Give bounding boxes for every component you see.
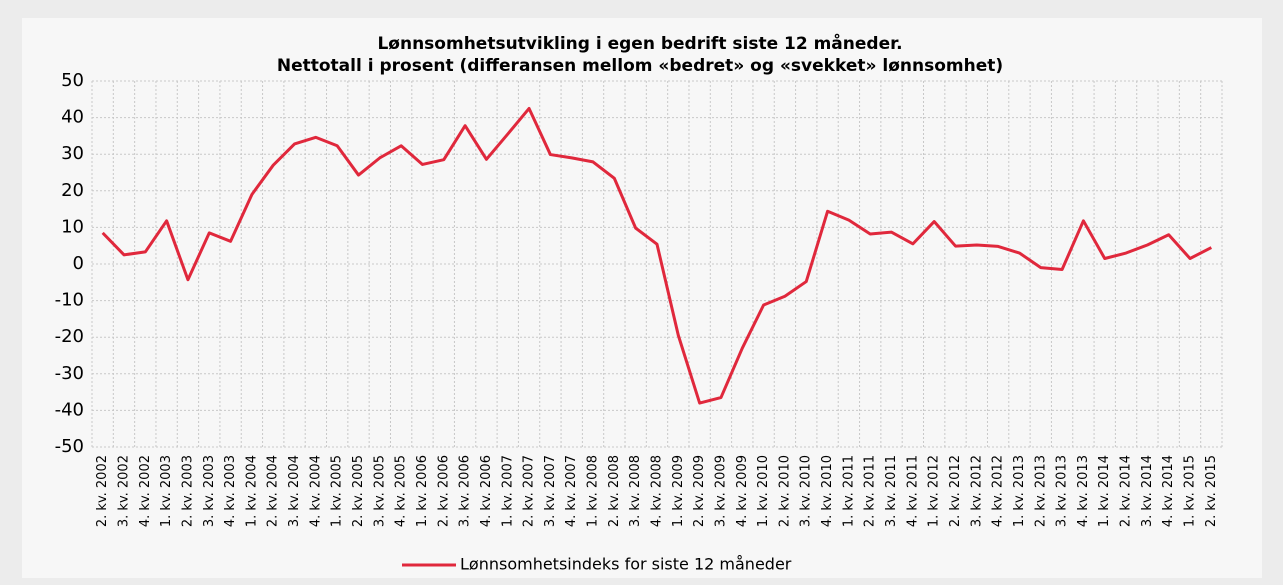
x-tick-label: 1. kv. 2010 — [756, 455, 771, 527]
x-tick-label: 4. kv. 2006 — [479, 455, 494, 527]
legend-label: Lønnsomhetsindeks for siste 12 måneder — [460, 555, 792, 574]
x-tick-label: 2. kv. 2007 — [522, 455, 537, 527]
x-tick-label: 4. kv. 2011 — [905, 455, 920, 527]
x-tick-label: 1. kv. 2007 — [500, 455, 515, 527]
y-tick-label: 40 — [61, 107, 84, 128]
x-tick-label: 1. kv. 2012 — [927, 455, 942, 527]
x-tick-label: 4. kv. 2014 — [1161, 455, 1176, 527]
x-tick-label: 1. kv. 2013 — [1012, 455, 1027, 527]
x-tick-label: 3. kv. 2010 — [799, 455, 814, 527]
x-tick-label: 1. kv. 2015 — [1183, 455, 1198, 527]
x-tick-label: 1. kv. 2014 — [1097, 455, 1112, 527]
chart-title: Lønnsomhetsutvikling i egen bedrift sist… — [377, 32, 902, 54]
y-tick-label: -10 — [55, 290, 84, 311]
y-tick-label: 50 — [61, 70, 84, 91]
x-tick-label: 4. kv. 2007 — [564, 455, 579, 527]
y-tick-label: -50 — [55, 436, 84, 457]
series-line — [101, 106, 1213, 405]
x-tick-label: 2. kv. 2008 — [607, 455, 622, 527]
x-tick-label: 3. kv. 2007 — [543, 455, 558, 527]
x-tick-label: 2. kv. 2013 — [1033, 455, 1048, 527]
x-tick-label: 4. kv. 2013 — [1076, 455, 1091, 527]
x-tick-label: 4. kv. 2012 — [991, 455, 1006, 527]
y-tick-label: 0 — [73, 253, 84, 274]
x-tick-label: 3. kv. 2008 — [628, 455, 643, 527]
x-tick-label: 2. kv. 2009 — [692, 455, 707, 527]
x-tick-label: 2. kv. 2004 — [266, 455, 281, 527]
x-tick-label: 2. kv. 2005 — [351, 455, 366, 527]
x-tick-label: 2. kv. 2012 — [948, 455, 963, 527]
x-tick-label: 2. kv. 2011 — [863, 455, 878, 527]
x-tick-label: 4. kv. 2002 — [138, 455, 153, 527]
x-tick-label: 3. kv. 2006 — [458, 455, 473, 527]
x-tick-label: 1. kv. 2004 — [244, 455, 259, 527]
x-tick-label: 4. kv. 2008 — [650, 455, 665, 527]
y-tick-label: -30 — [55, 363, 84, 384]
y-tick-label: -40 — [55, 399, 84, 420]
x-tick-label: 1. kv. 2008 — [586, 455, 601, 527]
x-tick-label: 3. kv. 2005 — [372, 455, 387, 527]
y-tick-label: -20 — [55, 326, 84, 347]
x-tick-label: 1. kv. 2009 — [671, 455, 686, 527]
x-tick-label: 2. kv. 2002 — [95, 455, 110, 527]
x-tick-label: 4. kv. 2003 — [223, 455, 238, 527]
x-tick-label: 3. kv. 2002 — [116, 455, 131, 527]
x-tick-label: 2. kv. 2010 — [777, 455, 792, 527]
x-tick-label: 3. kv. 2014 — [1140, 455, 1155, 527]
x-tick-label: 2. kv. 2003 — [180, 455, 195, 527]
x-tick-label: 4. kv. 2005 — [394, 455, 409, 527]
x-tick-label: 3. kv. 2012 — [969, 455, 984, 527]
x-tick-label: 2. kv. 2015 — [1204, 455, 1219, 527]
x-tick-label: 1. kv. 2011 — [841, 455, 856, 527]
x-tick-label: 1. kv. 2005 — [330, 455, 345, 527]
x-tick-label: 1. kv. 2003 — [159, 455, 174, 527]
x-tick-label: 4. kv. 2004 — [308, 455, 323, 527]
x-tick-label: 2. kv. 2006 — [436, 455, 451, 527]
chart-area — [22, 18, 1262, 578]
x-tick-label: 4. kv. 2010 — [820, 455, 835, 527]
y-tick-label: 10 — [61, 216, 84, 237]
x-tick-label: 3. kv. 2003 — [202, 455, 217, 527]
x-tick-label: 4. kv. 2009 — [735, 455, 750, 527]
x-tick-label: 3. kv. 2004 — [287, 455, 302, 527]
x-tick-label: 3. kv. 2009 — [713, 455, 728, 527]
y-tick-label: 20 — [61, 180, 84, 201]
chart-subtitle: Nettotall i prosent (differansen mellom … — [277, 56, 1003, 76]
x-tick-label: 1. kv. 2006 — [415, 455, 430, 527]
y-tick-label: 30 — [61, 143, 84, 164]
x-tick-label: 2. kv. 2014 — [1119, 455, 1134, 527]
x-tick-label: 3. kv. 2011 — [884, 455, 899, 527]
x-tick-label: 3. kv. 2013 — [1055, 455, 1070, 527]
